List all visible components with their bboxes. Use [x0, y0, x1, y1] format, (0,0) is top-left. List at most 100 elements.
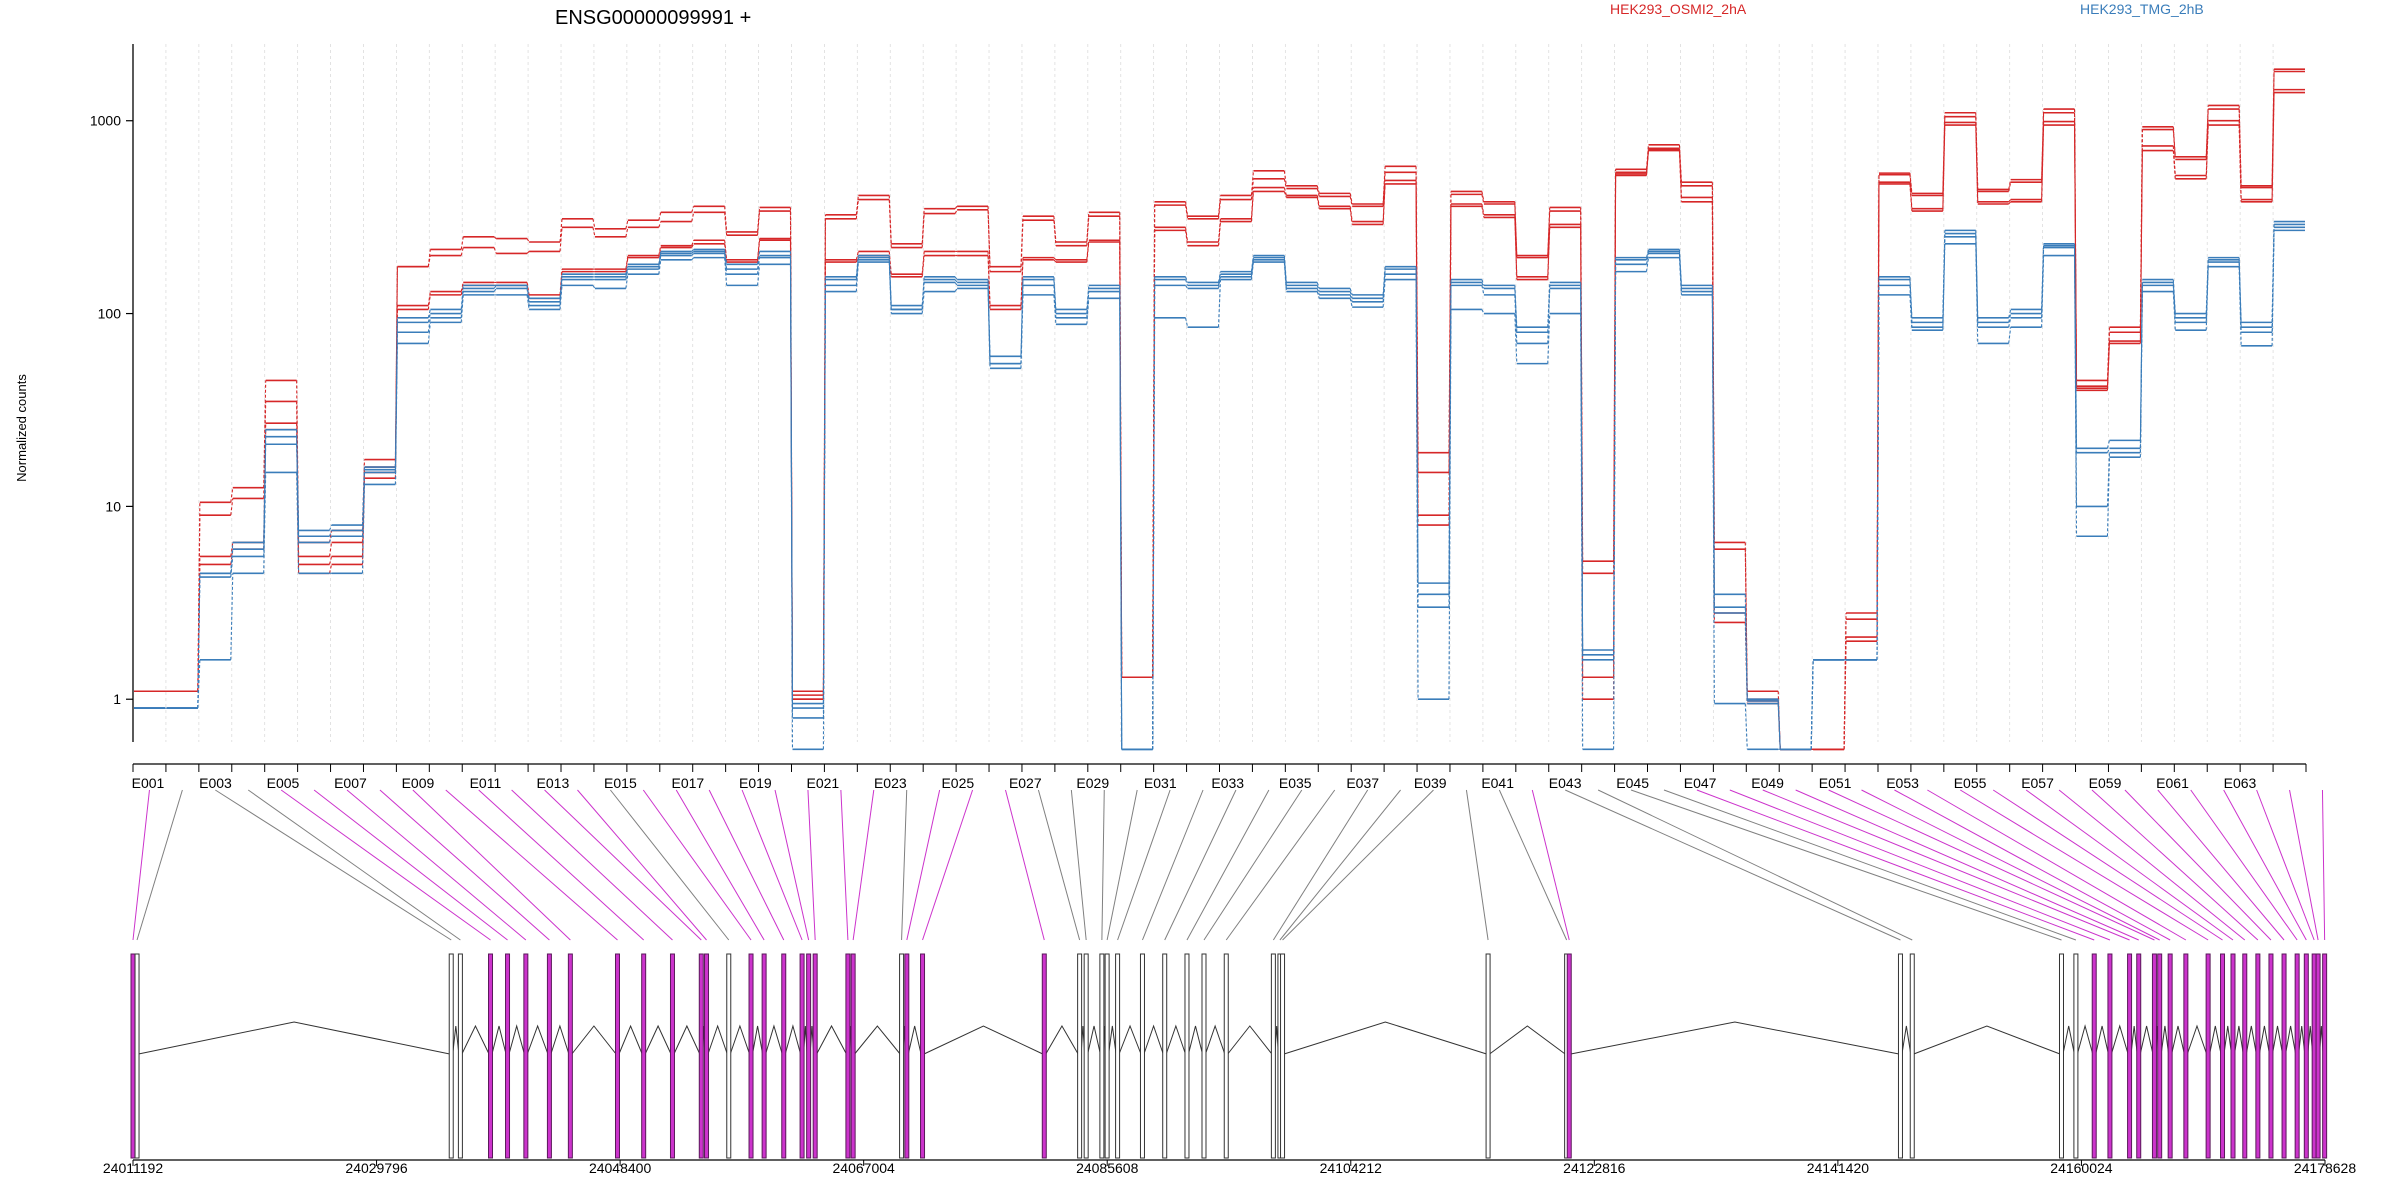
- exon-connector: [1565, 789, 1901, 941]
- exon-label: E017: [672, 775, 705, 791]
- exon-box: [2127, 953, 2133, 1159]
- intron-line: [2245, 1025, 2257, 1055]
- series-transition: [954, 279, 958, 283]
- exon-connector: [1106, 789, 1138, 941]
- intron-line: [2171, 1025, 2185, 1055]
- exon-box: [546, 953, 552, 1159]
- exon-box: [134, 953, 140, 1159]
- series-transition: [2139, 291, 2143, 458]
- series-transition: [1942, 122, 1946, 209]
- series-transition: [757, 257, 761, 275]
- series-transition: [460, 294, 464, 323]
- series-transition: [361, 472, 366, 537]
- series-transition: [855, 199, 859, 219]
- series-transition: [1283, 170, 1287, 186]
- intron-line: [491, 1025, 507, 1055]
- exon-label: E063: [2224, 775, 2257, 791]
- series-transition: [724, 253, 728, 275]
- series-transition: [1250, 187, 1254, 219]
- genomic-axis: 24011192 24029796 24048400 24067004 24085608…: [103, 1159, 2356, 1176]
- series-transition: [2041, 121, 2045, 200]
- exon-connector: [2190, 789, 2298, 941]
- series-transition: [1547, 288, 1551, 344]
- series-transition: [1580, 313, 1584, 750]
- series-transition: [1217, 276, 1222, 289]
- series-transition: [526, 294, 530, 310]
- series-transition: [658, 247, 662, 258]
- exon-box: [2136, 953, 2142, 1159]
- series-transition: [1678, 251, 1682, 289]
- genomic-tick-label: 24085608: [1076, 1160, 1139, 1176]
- series-transition: [1283, 178, 1287, 189]
- intron-line: [1187, 1025, 1203, 1055]
- exon-connector: [642, 789, 752, 941]
- intron-line: [138, 1021, 450, 1055]
- series-transition: [1645, 251, 1650, 260]
- exon-box: [1566, 953, 1572, 1159]
- series-transition: [2205, 266, 2209, 331]
- exon-box: [2315, 953, 2321, 1159]
- series-transition: [427, 317, 431, 333]
- y-axis-label: Normalized counts: [14, 374, 29, 482]
- series-transition: [1876, 294, 1880, 660]
- exon-connector: [1272, 789, 1369, 941]
- series-transition: [2271, 69, 2275, 186]
- genomic-tick-label: 24104212: [1320, 1160, 1383, 1176]
- series-transition: [1909, 182, 1913, 209]
- exon-label: E021: [806, 775, 839, 791]
- series-transition: [559, 218, 563, 243]
- series-transition: [954, 209, 958, 214]
- series-transition: [757, 264, 761, 286]
- exon-box: [2281, 953, 2287, 1159]
- series-transition: [2139, 150, 2143, 344]
- series-transition: [2008, 327, 2012, 344]
- exon-box: [1280, 953, 1286, 1159]
- series-transition: [427, 313, 431, 323]
- exon-label: E029: [1076, 775, 1109, 791]
- series-transition: [855, 251, 859, 260]
- genomic-tick-label: 24160024: [2050, 1160, 2113, 1176]
- exon-box: [2058, 953, 2064, 1159]
- series-transition: [1448, 194, 1452, 473]
- series-transition: [2238, 120, 2242, 200]
- exon-label: E023: [874, 775, 907, 791]
- series-transition: [757, 240, 761, 263]
- series-transition: [1185, 317, 1189, 328]
- exon-connector: [2058, 789, 2246, 941]
- series-transition: [1020, 220, 1024, 272]
- chart-title: ENSG00000099991 +: [555, 7, 751, 29]
- series-transition: [1086, 298, 1090, 325]
- exon-connector: [313, 789, 508, 941]
- series-transition: [427, 294, 431, 310]
- series-transition: [1942, 243, 1946, 331]
- exon-box: [2073, 953, 2079, 1159]
- series-transition: [625, 227, 629, 237]
- intron-line: [2110, 1024, 2129, 1055]
- exon-connector: [2289, 789, 2319, 941]
- series-transition: [1481, 203, 1485, 215]
- series-transition: [1942, 236, 1946, 328]
- exon-connector: [1498, 789, 1568, 941]
- exon-connector: [2223, 789, 2307, 941]
- series-transition: [526, 251, 530, 254]
- intron-line: [2076, 1024, 2094, 1055]
- exon-box: [2311, 953, 2317, 1159]
- series-transition: [1711, 294, 1715, 704]
- exon-connector: [247, 789, 461, 941]
- exon-connector: [1005, 789, 1045, 941]
- series-transition: [296, 444, 300, 543]
- exon-connector: [1663, 789, 2077, 941]
- series-transition: [757, 238, 761, 260]
- exon-box: [2322, 953, 2328, 1159]
- exon-box: [505, 953, 511, 1159]
- series-transition: [1909, 183, 1913, 212]
- series-transition: [921, 282, 925, 310]
- intron-line: [1901, 1025, 1912, 1055]
- exon-label: E057: [2021, 775, 2054, 791]
- exon-connector: [511, 789, 673, 941]
- series-transition: [2008, 317, 2012, 328]
- intron-line: [452, 1025, 460, 1055]
- exon-box: [1223, 953, 1229, 1159]
- y-ticks: 1 10 100 1000: [90, 113, 133, 707]
- series-transition: [197, 577, 201, 709]
